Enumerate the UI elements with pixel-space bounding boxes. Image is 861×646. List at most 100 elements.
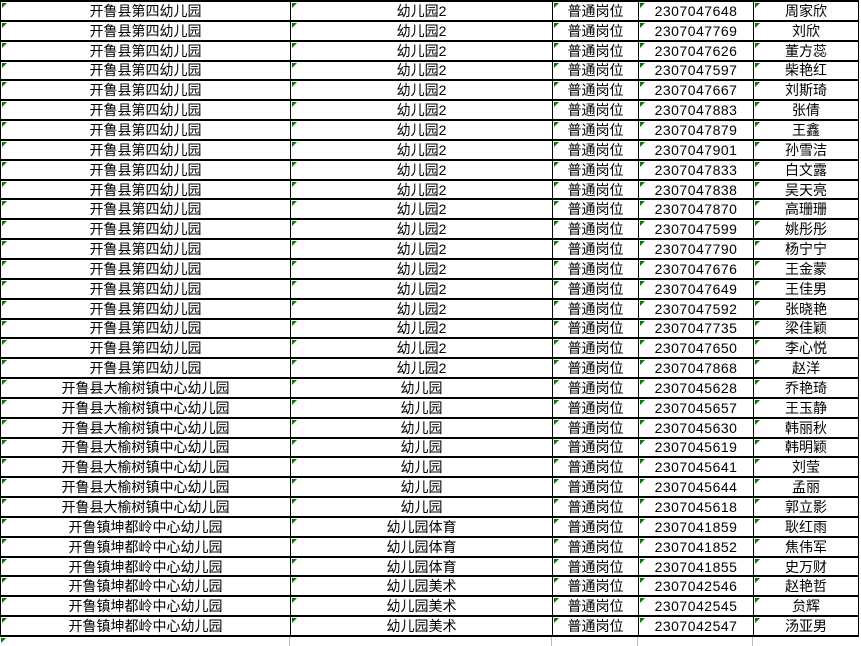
cell-position[interactable]: 幼儿园2 — [290, 0, 553, 22]
cell-post-type[interactable]: 普通岗位 — [552, 456, 639, 479]
cell-post-type[interactable]: 普通岗位 — [552, 297, 639, 320]
cell-post-type[interactable]: 普通岗位 — [552, 178, 639, 201]
cell-school[interactable]: 开鲁镇坤都岭中心幼儿园 — [0, 555, 291, 578]
cell-school[interactable]: 开鲁县第四幼儿园 — [0, 0, 291, 22]
cell-position[interactable]: 幼儿园体育 — [290, 535, 553, 558]
cell-exam-id[interactable]: 2307047735 — [638, 317, 754, 340]
cell-name[interactable]: 王佳男 — [753, 277, 859, 300]
cell-post-type[interactable]: 普通岗位 — [552, 79, 639, 102]
cell-exam-id[interactable]: 2307047649 — [638, 277, 754, 300]
cell-position[interactable]: 幼儿园2 — [290, 277, 553, 300]
cell-school[interactable]: 开鲁县第四幼儿园 — [0, 257, 291, 280]
cell-exam-id[interactable]: 2307047650 — [638, 337, 754, 360]
cell-post-type[interactable]: 普通岗位 — [552, 595, 639, 618]
cell-post-type[interactable]: 普通岗位 — [552, 138, 639, 161]
cell-exam-id[interactable]: 2307045618 — [638, 496, 754, 518]
cell-name[interactable]: 贠辉 — [753, 595, 859, 618]
cell-exam-id[interactable]: 2307042546 — [638, 575, 754, 598]
cell-post-type[interactable]: 普通岗位 — [552, 0, 639, 22]
cell-post-type[interactable]: 普通岗位 — [552, 357, 639, 380]
cell-position[interactable]: 幼儿园2 — [290, 99, 553, 122]
cell-school[interactable]: 开鲁县大榆树镇中心幼儿园 — [0, 476, 291, 499]
cell-name[interactable]: 刘莹 — [753, 456, 859, 479]
cell-post-type[interactable]: 普通岗位 — [552, 396, 639, 419]
cell-name[interactable]: 郭立影 — [753, 496, 859, 518]
cell-post-type[interactable]: 普通岗位 — [552, 496, 639, 518]
cell-position[interactable]: 幼儿园 — [290, 416, 553, 439]
cell-school[interactable]: 开鲁县第四幼儿园 — [0, 198, 291, 221]
cell-name[interactable]: 吴天亮 — [753, 178, 859, 201]
cell-name[interactable]: 白文露 — [753, 158, 859, 181]
cell-position[interactable]: 幼儿园2 — [290, 257, 553, 280]
cell-school[interactable]: 开鲁镇坤都岭中心幼儿园 — [0, 595, 291, 618]
cell-exam-id[interactable]: 2307047790 — [638, 238, 754, 260]
cell-school[interactable]: 开鲁县大榆树镇中心幼儿园 — [0, 396, 291, 419]
cell-exam-id[interactable]: 2307047597 — [638, 59, 754, 82]
cell-exam-id[interactable]: 2307047599 — [638, 218, 754, 241]
cell-post-type[interactable]: 普通岗位 — [552, 198, 639, 221]
cell-name[interactable]: 杨宁宁 — [753, 238, 859, 260]
cell-name[interactable]: 高珊珊 — [753, 198, 859, 221]
cell-position[interactable]: 幼儿园2 — [290, 39, 553, 62]
cell-name[interactable]: 李心悦 — [753, 337, 859, 360]
cell-post-type[interactable]: 普通岗位 — [552, 99, 639, 122]
cell-position[interactable]: 幼儿园2 — [290, 198, 553, 221]
cell-exam-id[interactable]: 2307047838 — [638, 178, 754, 201]
cell-position[interactable]: 幼儿园 — [290, 377, 553, 399]
cell-name[interactable]: 王鑫 — [753, 119, 859, 141]
cell-name[interactable]: 韩丽秋 — [753, 416, 859, 439]
cell-post-type[interactable]: 普通岗位 — [552, 119, 639, 141]
cell-exam-id[interactable]: 2307045641 — [638, 456, 754, 479]
cell-name[interactable]: 周家欣 — [753, 0, 859, 22]
cell-post-type[interactable]: 普通岗位 — [552, 416, 639, 439]
cell-post-type[interactable]: 普通岗位 — [552, 158, 639, 181]
cell-post-type[interactable]: 普通岗位 — [552, 555, 639, 578]
cell-name[interactable]: 焦伟军 — [753, 535, 859, 558]
cell-school[interactable]: 开鲁县第四幼儿园 — [0, 297, 291, 320]
cell-post-type[interactable]: 普通岗位 — [552, 615, 639, 637]
cell-name[interactable]: 梁佳颖 — [753, 317, 859, 340]
cell-school[interactable]: 开鲁县第四幼儿园 — [0, 99, 291, 122]
cell-position[interactable]: 幼儿园体育 — [290, 555, 553, 578]
cell-position[interactable]: 幼儿园 — [290, 496, 553, 518]
cell-school[interactable]: 开鲁县第四幼儿园 — [0, 19, 291, 42]
cell-school[interactable]: 开鲁县第四幼儿园 — [0, 317, 291, 340]
cell-school[interactable]: 开鲁县第四幼儿园 — [0, 218, 291, 241]
cell-school[interactable]: 开鲁县第四幼儿园 — [0, 138, 291, 161]
cell-exam-id[interactable]: 2307045630 — [638, 416, 754, 439]
cell-school[interactable]: 开鲁县第四幼儿园 — [0, 178, 291, 201]
cell-post-type[interactable]: 普通岗位 — [552, 218, 639, 241]
cell-position[interactable]: 幼儿园2 — [290, 218, 553, 241]
cell-school[interactable]: 开鲁县第四幼儿园 — [0, 59, 291, 82]
cell-school[interactable]: 开鲁县大榆树镇中心幼儿园 — [0, 377, 291, 399]
cell-post-type[interactable]: 普通岗位 — [552, 257, 639, 280]
cell-position[interactable]: 幼儿园2 — [290, 59, 553, 82]
cell-name[interactable]: 汤亚男 — [753, 615, 859, 637]
cell-exam-id[interactable]: 2307047592 — [638, 297, 754, 320]
cell-exam-id[interactable]: 2307047626 — [638, 39, 754, 62]
cell-position[interactable]: 幼儿园2 — [290, 178, 553, 201]
cell-name[interactable]: 王玉静 — [753, 396, 859, 419]
cell-position[interactable]: 幼儿园2 — [290, 19, 553, 42]
cell-post-type[interactable]: 普通岗位 — [552, 535, 639, 558]
cell-exam-id[interactable]: 2307045657 — [638, 396, 754, 419]
cell-name[interactable]: 张倩 — [753, 99, 859, 122]
cell-name[interactable]: 张晓艳 — [753, 297, 859, 320]
cell-position[interactable]: 幼儿园 — [290, 456, 553, 479]
cell-name[interactable]: 韩明颖 — [753, 436, 859, 459]
cell-exam-id[interactable]: 2307045644 — [638, 476, 754, 499]
cell-position[interactable]: 幼儿园美术 — [290, 615, 553, 637]
cell-exam-id[interactable]: 2307047676 — [638, 257, 754, 280]
cell-exam-id[interactable]: 2307047879 — [638, 119, 754, 141]
cell-post-type[interactable]: 普通岗位 — [552, 39, 639, 62]
cell-position[interactable]: 幼儿园美术 — [290, 595, 553, 618]
cell-position[interactable]: 幼儿园2 — [290, 158, 553, 181]
cell-position[interactable]: 幼儿园2 — [290, 138, 553, 161]
cell-position[interactable]: 幼儿园2 — [290, 357, 553, 380]
cell-exam-id[interactable]: 2307042545 — [638, 595, 754, 618]
cell-name[interactable]: 王金蒙 — [753, 257, 859, 280]
cell-exam-id[interactable]: 2307042547 — [638, 615, 754, 637]
cell-school[interactable]: 开鲁县大榆树镇中心幼儿园 — [0, 496, 291, 518]
cell-name[interactable]: 史万财 — [753, 555, 859, 578]
cell-post-type[interactable]: 普通岗位 — [552, 277, 639, 300]
